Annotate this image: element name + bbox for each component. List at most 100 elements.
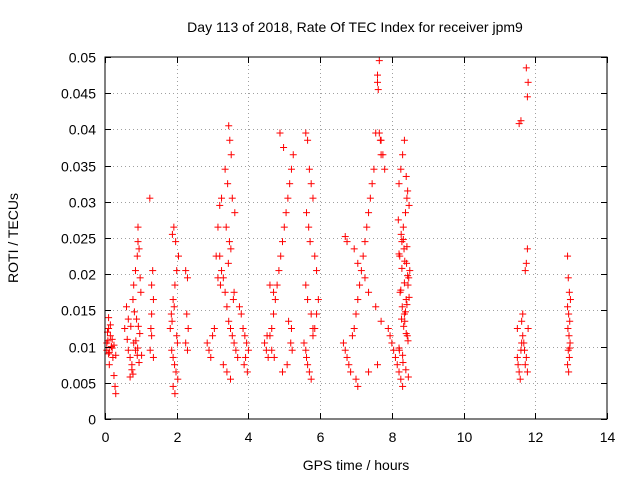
data-point (263, 332, 271, 340)
data-point (345, 361, 353, 369)
data-point (129, 370, 137, 378)
data-point (239, 325, 247, 332)
y-tick-label: 0.03 (69, 195, 96, 211)
data-point (148, 332, 156, 340)
y-axis-title: ROTI / TECUs (5, 193, 21, 283)
x-tick-label: 12 (528, 429, 544, 445)
data-point (365, 288, 373, 296)
data-point (223, 303, 231, 311)
data-point (225, 122, 233, 130)
data-point (168, 346, 176, 354)
ticks-layer: 0 2 4 6 8 10 12 14 0 0.005 0.01 0.015 0.02 0.025 0.03 0… (61, 50, 616, 446)
data-point (169, 353, 177, 361)
data-point (126, 353, 134, 361)
data-point (229, 296, 237, 304)
data-point (111, 382, 119, 390)
data-point (270, 288, 278, 296)
data-point (278, 368, 286, 376)
points-layer (103, 57, 574, 398)
data-point (276, 129, 284, 137)
data-point (341, 346, 349, 354)
data-point (110, 372, 118, 380)
data-point (216, 201, 224, 209)
data-point (402, 172, 410, 180)
data-point (565, 288, 573, 296)
data-point (168, 317, 176, 325)
data-point (282, 209, 290, 217)
data-point (515, 120, 523, 128)
data-point (169, 296, 177, 304)
data-point (230, 288, 238, 296)
x-tick-label: 2 (174, 429, 182, 445)
data-point (171, 390, 179, 398)
data-point (519, 310, 527, 318)
data-point (303, 353, 311, 361)
data-point (210, 325, 218, 332)
data-point (277, 252, 285, 260)
data-point (173, 267, 181, 275)
data-point (183, 274, 191, 282)
data-point (399, 235, 407, 243)
x-tick-label: 6 (317, 429, 325, 445)
data-point (270, 310, 278, 318)
data-point (268, 346, 276, 354)
data-point (395, 250, 403, 258)
data-point (241, 332, 249, 340)
data-point (565, 353, 573, 361)
data-point (214, 223, 222, 231)
data-point (149, 353, 157, 361)
data-point (224, 259, 232, 267)
data-point (565, 332, 573, 340)
data-point (397, 286, 405, 294)
data-point (127, 322, 135, 330)
data-point (564, 325, 572, 332)
data-point (524, 325, 532, 332)
data-point (134, 238, 142, 246)
data-point (521, 346, 529, 354)
data-point (275, 267, 283, 275)
data-point (284, 194, 292, 202)
data-point (350, 325, 358, 332)
data-point (266, 281, 274, 289)
data-point (398, 264, 406, 272)
data-point (513, 325, 521, 332)
data-point (105, 361, 113, 369)
data-point (348, 332, 356, 340)
data-point (384, 325, 392, 332)
y-tick-label: 0.04 (69, 122, 96, 138)
data-point (404, 373, 412, 381)
data-point (518, 317, 526, 325)
data-point (244, 346, 252, 354)
data-point (225, 238, 233, 246)
data-point (214, 274, 222, 282)
data-point (388, 339, 396, 347)
data-point (519, 332, 527, 340)
data-point (377, 317, 385, 325)
data-point (354, 382, 362, 390)
data-point (386, 332, 394, 340)
data-point (168, 230, 176, 238)
data-point (522, 259, 530, 267)
grid-layer (105, 57, 607, 419)
data-point (400, 279, 408, 287)
data-point (517, 117, 525, 125)
data-point (399, 151, 407, 159)
data-point (227, 245, 235, 253)
data-point (313, 267, 321, 275)
data-point (148, 310, 156, 318)
data-point (287, 325, 295, 332)
data-point (361, 238, 369, 246)
data-point (216, 281, 224, 289)
data-point (228, 194, 236, 202)
data-point (232, 346, 240, 354)
data-point (341, 233, 349, 241)
data-point (397, 230, 405, 238)
data-point (137, 288, 145, 296)
data-point (402, 330, 410, 338)
data-point (397, 165, 405, 173)
data-point (404, 187, 412, 195)
data-point (175, 252, 183, 260)
data-point (170, 223, 178, 231)
data-point (350, 245, 358, 253)
data-point (359, 252, 367, 260)
